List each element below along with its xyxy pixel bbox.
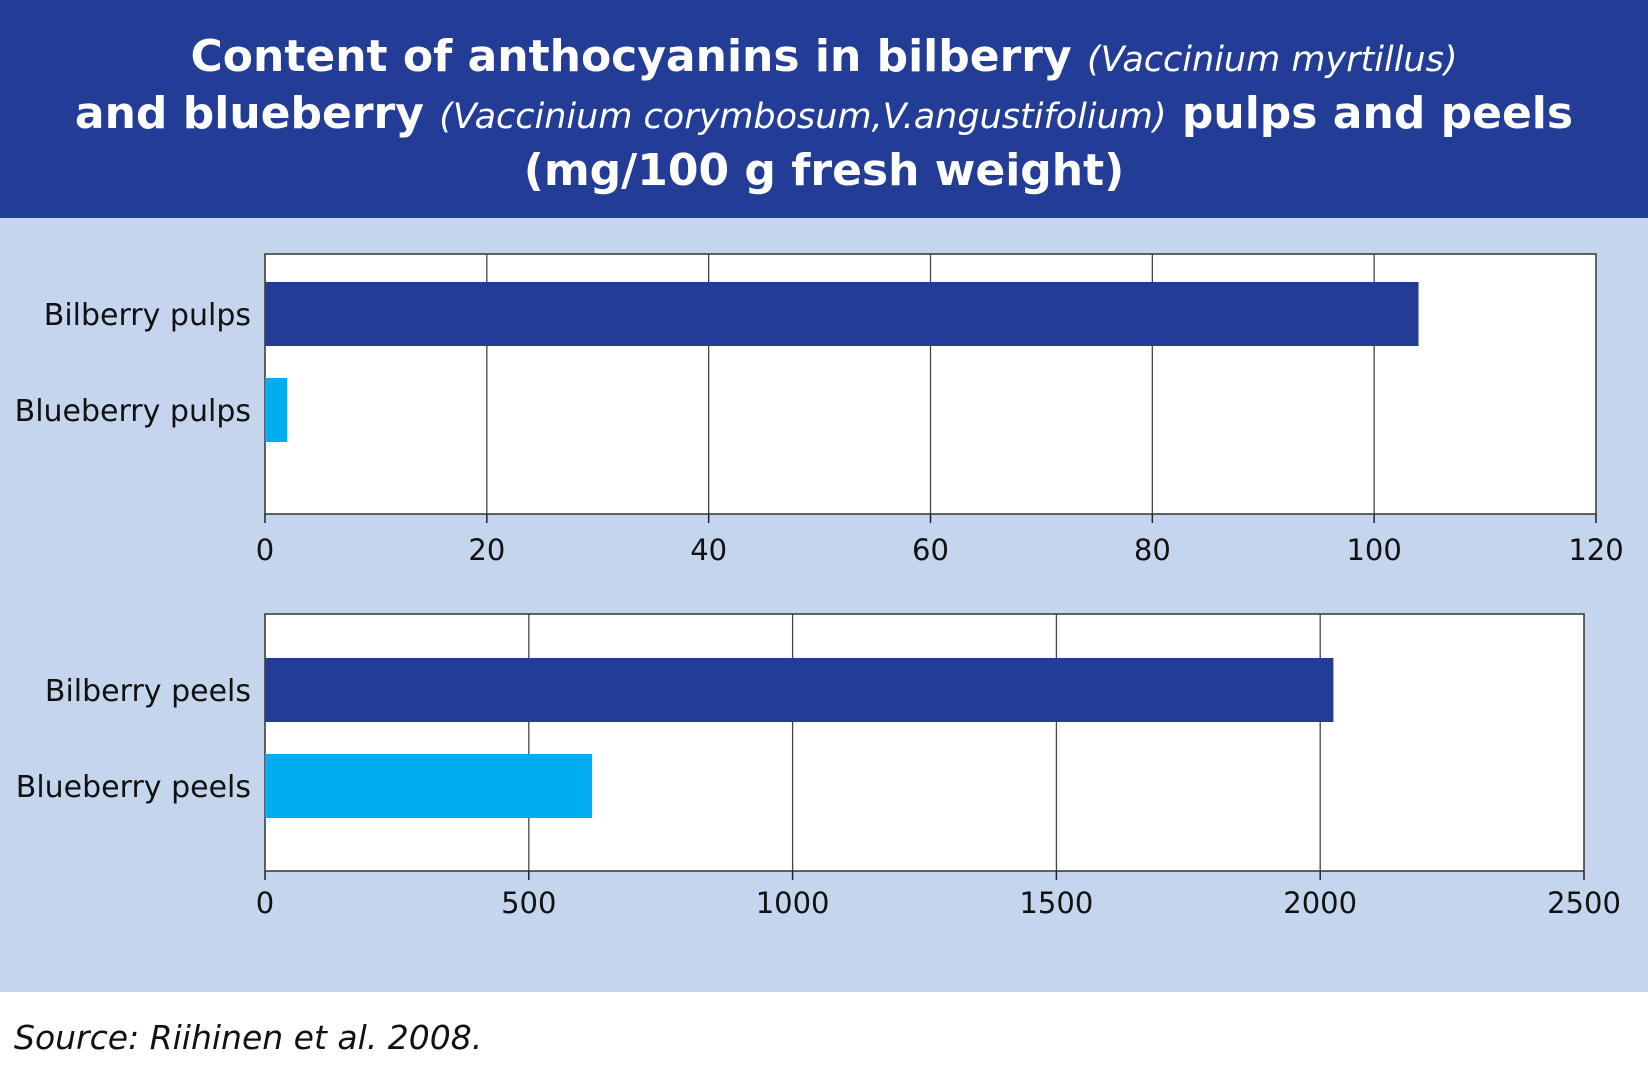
title-line-2-bold-a: and blueberry [74, 88, 424, 139]
category-label-blueberry-pulps: Blueberry pulps [15, 394, 251, 429]
source-note: Source: Riihinen et al. 2008. [14, 1018, 483, 1057]
category-label-bilberry-pulps: Bilberry pulps [44, 298, 251, 333]
plot-area-peels [264, 613, 1585, 872]
title-line-1-species: (Vaccinium myrtillus) [1087, 40, 1458, 80]
x-tick-label-peels: 2000 [1283, 886, 1357, 920]
bar-blueberry-pulps [265, 378, 288, 442]
x-tick-label-pulps: 120 [1568, 533, 1623, 567]
x-tick-label-peels: 0 [256, 886, 274, 920]
x-tick-label-pulps: 40 [690, 533, 727, 567]
bar-bilberry-peels [265, 658, 1334, 722]
bar-blueberry-peels [265, 754, 593, 818]
title-line-1: Content of anthocyanins in bilberry (Vac… [0, 30, 1648, 87]
bar-bilberry-pulps [265, 282, 1419, 346]
x-tick-label-peels: 1500 [1019, 886, 1093, 920]
x-tick-label-pulps: 0 [256, 533, 274, 567]
chart-header: Content of anthocyanins in bilberry (Vac… [0, 0, 1648, 218]
x-tick-label-peels: 500 [501, 886, 556, 920]
x-tick-label-pulps: 20 [468, 533, 505, 567]
title-line-2-species: (Vaccinium corymbosum,V.angustifolium) [439, 97, 1167, 137]
title-line-3: (mg/100 g fresh weight) [0, 144, 1648, 197]
title-line-2: and blueberry (Vaccinium corymbosum,V.an… [0, 87, 1648, 144]
chart-panel: 0 20 40 60 80 100 120 Bilberry pulps Blueberry p… [0, 218, 1648, 992]
title-line-3-units: (mg/100 g fresh weight) [523, 145, 1125, 196]
title-line-1-bold: Content of anthocyanins in bilberry [190, 31, 1072, 82]
category-label-blueberry-peels: Blueberry peels [16, 770, 251, 805]
category-label-bilberry-peels: Bilberry peels [45, 674, 251, 709]
x-tick-label-pulps: 100 [1346, 533, 1401, 567]
x-tick-label-peels: 1000 [756, 886, 830, 920]
x-tick-label-pulps: 80 [1134, 533, 1171, 567]
charts-canvas: 0 20 40 60 80 100 120 Bilberry pulps Blueberry p… [15, 253, 1624, 920]
x-tick-label-pulps: 60 [912, 533, 949, 567]
x-tick-label-peels: 2500 [1547, 886, 1621, 920]
title-line-2-bold-b: pulps and peels [1181, 88, 1574, 139]
